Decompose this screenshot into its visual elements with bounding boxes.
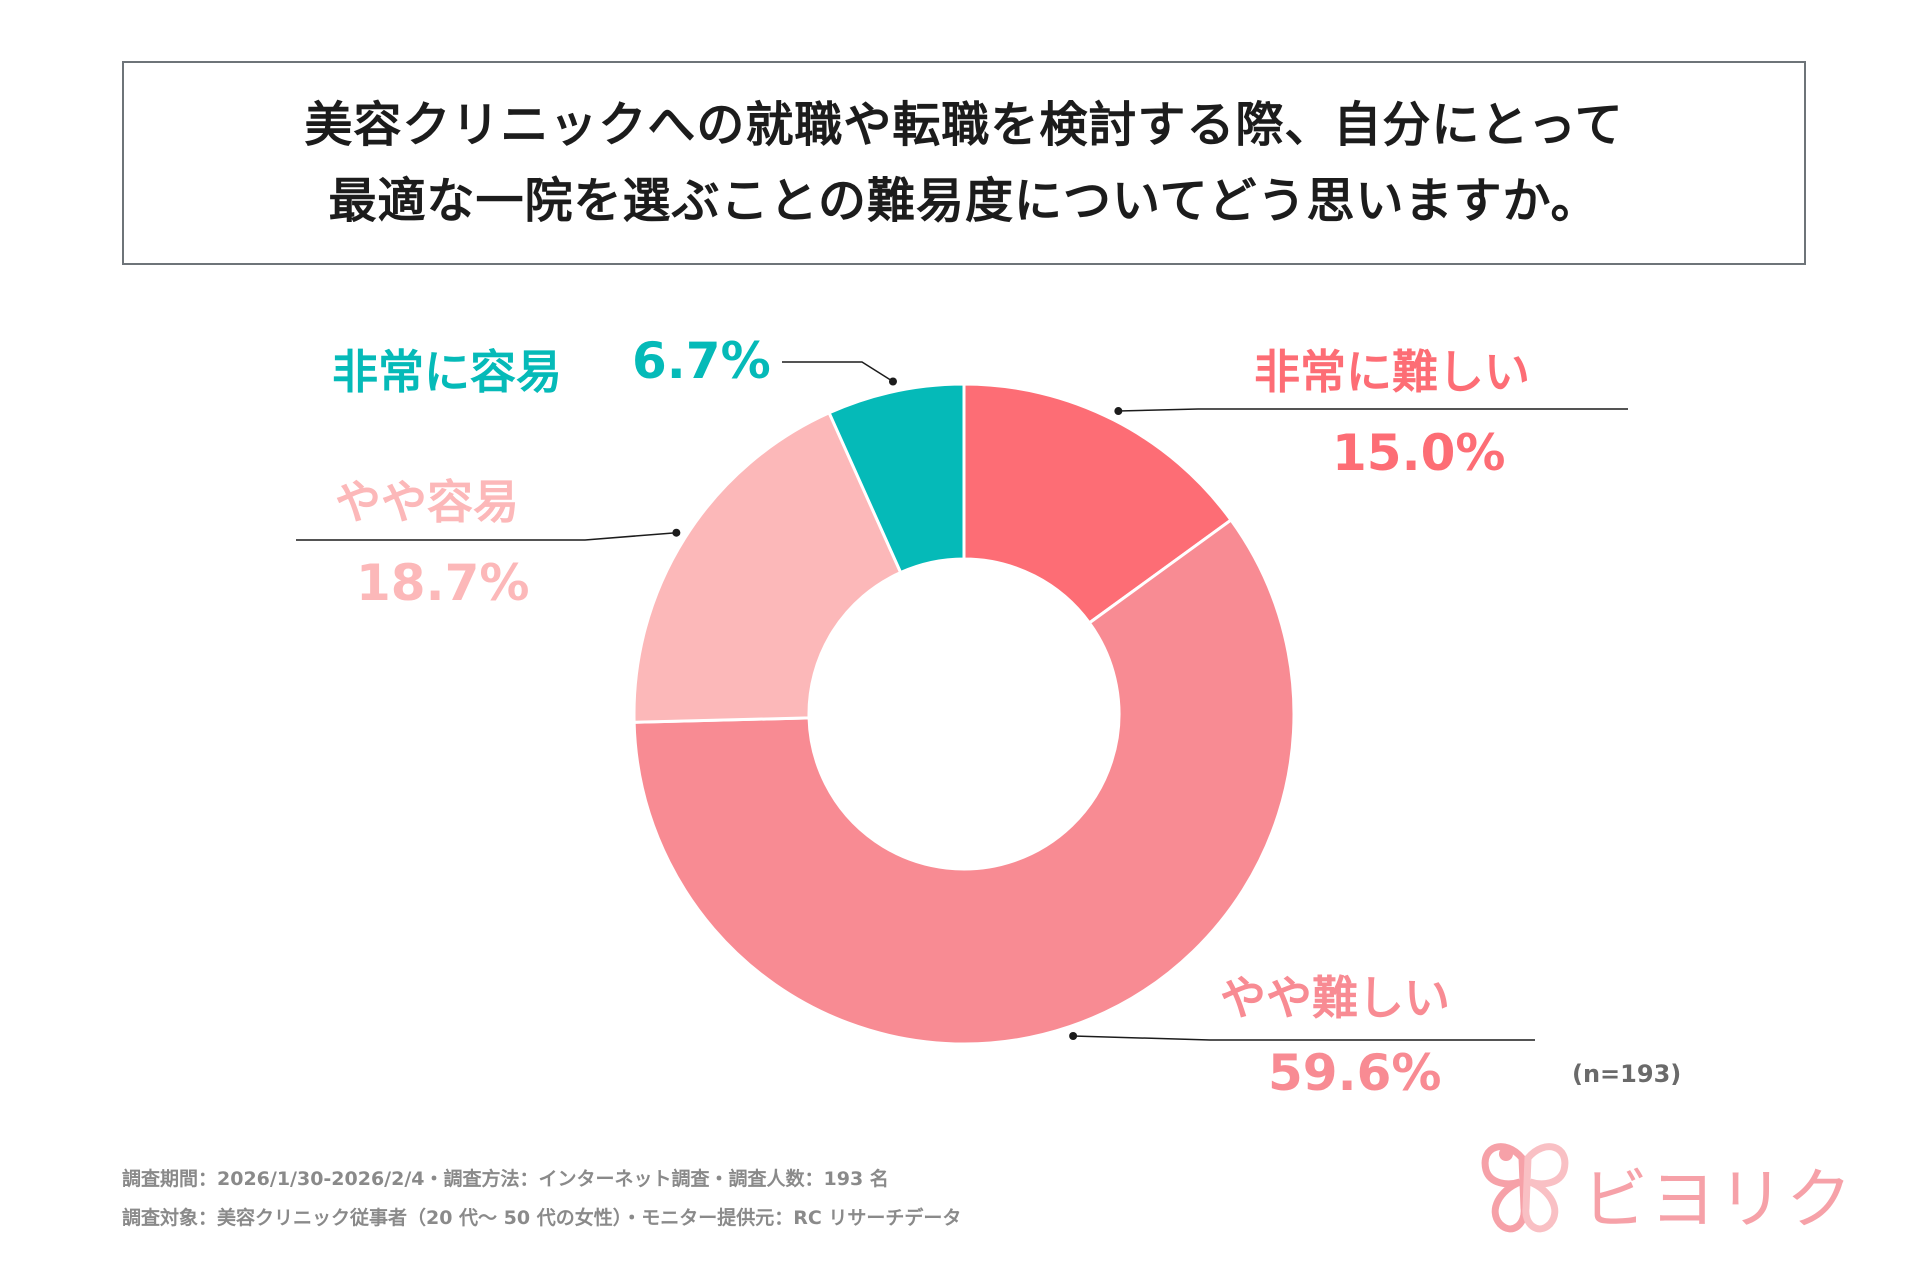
slice-label-very-difficult: 非常に難しい [1254, 345, 1530, 399]
survey-info-line-1: 調査期間：2026/1/30-2026/2/4・調査方法：インターネット調査・調… [122, 1168, 889, 1190]
butterfly-logo-icon [1481, 1143, 1569, 1233]
leader-very-difficult-dot [1114, 407, 1123, 416]
survey-info-line-2: 調査対象：美容クリニック従事者（20 代～ 50 代の女性）・モニター提供元：R… [122, 1207, 962, 1229]
leader-somewhat-difficult-dot [1069, 1032, 1078, 1041]
leader-somewhat-easy-line [296, 531, 677, 541]
slice-value-somewhat-easy: 18.7% [356, 554, 530, 612]
slice-value-very-easy: 6.7% [632, 332, 771, 390]
chart-title-line-2: 最適な一院を選ぶことの難易度についてどう思いますか。 [328, 173, 1600, 229]
donut-slice-3 [827, 382, 966, 575]
slice-label-very-easy: 非常に容易 [332, 345, 562, 399]
slice-value-somewhat-difficult: 59.6% [1268, 1044, 1442, 1102]
donut-slice-0 [962, 382, 1234, 625]
leader-somewhat-easy-dot [672, 528, 681, 537]
brand-logo: ビヨリク [1470, 1138, 1852, 1238]
leader-very-easy-dot [888, 377, 897, 386]
title-box: 美容クリニックへの就職や転職を検討する際、自分にとって 最適な一院を選ぶことの難… [122, 61, 1806, 265]
slice-label-somewhat-difficult: やや難しい [1220, 971, 1450, 1025]
donut-slice-1 [632, 517, 1296, 1046]
brand-name: ビヨリク [1582, 1161, 1854, 1238]
leader-very-easy-line [782, 361, 894, 383]
leader-somewhat-difficult-line [1073, 1035, 1535, 1041]
slice-label-somewhat-easy: やや容易 [335, 475, 519, 529]
donut-slice-2 [632, 410, 903, 724]
chart-title-line-1: 美容クリニックへの就職や転職を検討する際、自分にとって [304, 97, 1624, 153]
leader-very-difficult-line [1118, 408, 1628, 412]
slice-value-very-difficult: 15.0% [1332, 424, 1506, 482]
sample-size-note: (n=193) [1572, 1060, 1682, 1088]
